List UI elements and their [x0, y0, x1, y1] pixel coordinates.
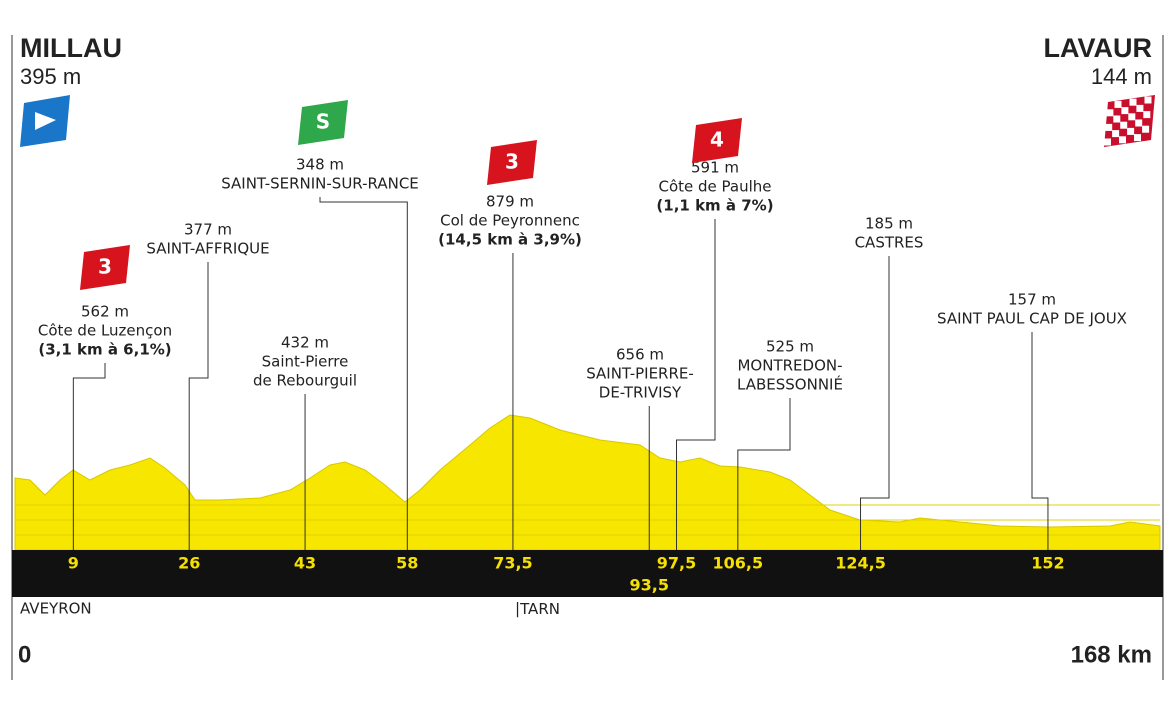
climb-detail: (14,5 km à 3,9%): [438, 231, 582, 249]
place-name: SAINT-SERNIN-SUR-RANCE: [221, 175, 419, 193]
km-label: 106,5: [713, 554, 764, 573]
km-label: 58: [396, 554, 418, 573]
checker: [1112, 130, 1120, 138]
checker: [1135, 119, 1143, 127]
leader-line: [319, 197, 408, 550]
altitude: 879 m: [486, 193, 534, 211]
checker: [1121, 107, 1129, 115]
region-label: TARN: [519, 600, 560, 618]
altitude: 562 m: [81, 303, 129, 321]
checker: [1129, 98, 1137, 106]
altitude: 377 m: [184, 221, 232, 239]
category-flag: [80, 245, 130, 290]
place-name: Col de Peyronnenc: [440, 212, 580, 230]
finish-altitude: 144 m: [1091, 64, 1152, 89]
profile: [14, 414, 1161, 551]
place-name: CASTRES: [855, 234, 924, 252]
altitude: 348 m: [296, 156, 344, 174]
place-name: DE-TRIVISY: [599, 384, 682, 402]
km-label: 97,5: [657, 554, 696, 573]
km-band: [12, 550, 1163, 597]
checker: [1128, 113, 1136, 121]
place-name: de Rebourguil: [253, 372, 357, 390]
place-name: Saint-Pierre: [262, 353, 349, 371]
checker: [1106, 109, 1114, 117]
leader-line: [676, 219, 716, 550]
checker: [1136, 104, 1144, 112]
km-label: 73,5: [493, 554, 532, 573]
checker: [1119, 136, 1126, 144]
leader-line: [72, 363, 106, 550]
start-flag-arrow: [35, 112, 56, 130]
checker: [1104, 138, 1111, 146]
finish-name: LAVAUR: [1044, 33, 1153, 63]
checker: [1105, 123, 1113, 131]
climb-detail: (3,1 km à 6,1%): [38, 341, 171, 359]
category-flag: [298, 100, 348, 145]
altitude: 656 m: [616, 346, 664, 364]
start-km: 0: [18, 641, 31, 668]
category-label: 3: [98, 255, 112, 279]
profile-texture: [15, 504, 1160, 536]
leader-line: [1031, 332, 1049, 550]
km-label: 43: [294, 554, 316, 573]
start-altitude: 395 m: [20, 64, 81, 89]
km-label: 9: [68, 554, 79, 573]
km-label: 26: [178, 554, 200, 573]
km-label: 93,5: [630, 576, 669, 595]
checker: [1114, 100, 1122, 108]
checker: [1113, 115, 1121, 123]
leader-line: [188, 262, 209, 550]
altitude: 157 m: [1008, 291, 1056, 309]
altitude: 432 m: [281, 334, 329, 352]
checker: [1142, 125, 1150, 133]
checker: [1144, 96, 1152, 104]
leader-line: [860, 256, 890, 550]
km-label: 124,5: [835, 554, 886, 573]
checker: [1143, 111, 1151, 119]
place-name: Côte de Paulhe: [658, 178, 771, 196]
start-name: MILLAU: [20, 33, 122, 63]
category-label: S: [316, 110, 330, 134]
place-name: SAINT-AFFRIQUE: [146, 240, 269, 258]
km-label: 152: [1031, 554, 1064, 573]
place-name: Côte de Luzençon: [38, 322, 172, 340]
category-flag: [692, 118, 742, 163]
place-name: MONTREDON-: [737, 357, 842, 375]
checker: [1120, 121, 1128, 129]
altitude: 525 m: [766, 338, 814, 356]
region-label: |TARN: [515, 600, 560, 618]
category-flag: [487, 140, 537, 185]
place-name: LABESSONNIÉ: [737, 375, 843, 394]
checker: [1134, 134, 1141, 142]
place-name: SAINT-PIERRE-: [586, 365, 694, 383]
altitude: 591 m: [691, 159, 739, 177]
finish-km: 168 km: [1071, 641, 1152, 668]
climb-detail: (1,1 km à 7%): [656, 197, 773, 215]
category-label: 4: [710, 128, 724, 152]
place-name: SAINT PAUL CAP DE JOUX: [937, 310, 1127, 328]
category-label: 3: [505, 150, 519, 174]
leader-line: [737, 398, 791, 550]
altitude: 185 m: [865, 215, 913, 233]
region-label: AVEYRON: [20, 600, 92, 618]
checker: [1127, 127, 1135, 135]
